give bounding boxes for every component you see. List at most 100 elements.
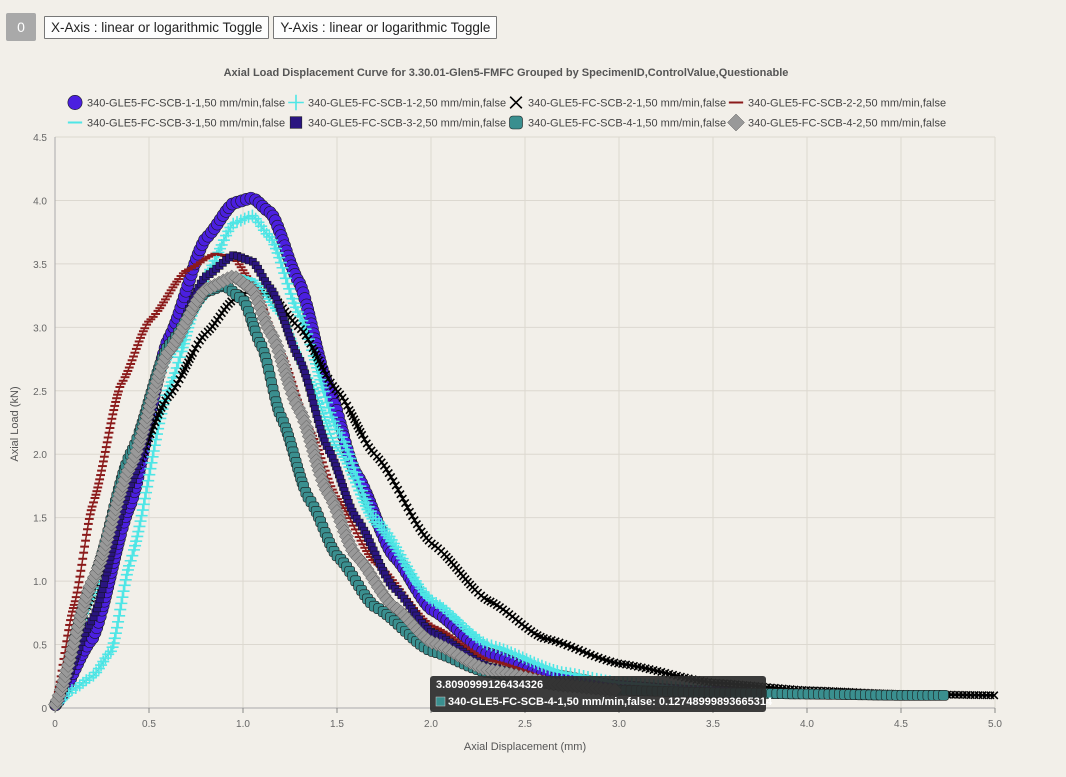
data-point: [146, 450, 159, 463]
legend-item[interactable]: 340-GLE5-FC-SCB-1-2,50 mm/min,false: [288, 94, 506, 111]
data-point: [301, 331, 310, 340]
tooltip-box: [430, 676, 766, 712]
legend-label: 340-GLE5-FC-SCB-3-1,50 mm/min,false: [87, 118, 285, 130]
data-point: [215, 238, 228, 251]
data-point: [168, 387, 177, 396]
tooltip-series-value: 340-GLE5-FC-SCB-4-1,50 mm/min,false: 0.1…: [448, 696, 773, 708]
data-point: [276, 261, 289, 274]
data-point: [112, 615, 125, 628]
legend-item[interactable]: 340-GLE5-FC-SCB-4-1,50 mm/min,false: [509, 115, 727, 130]
x-axis-toggle-button[interactable]: X-Axis : linear or logarithmic Toggle: [44, 15, 270, 39]
data-point: [410, 516, 419, 525]
series-5: [51, 273, 717, 706]
data-point: [110, 621, 123, 634]
data-point: [142, 474, 155, 487]
legend-item[interactable]: 340-GLE5-FC-SCB-3-2,50 mm/min,false: [289, 116, 506, 130]
x-tick-label: 4.5: [894, 719, 908, 730]
legend-marker: [67, 95, 83, 110]
y-axis-title: Axial Load (kN): [9, 386, 21, 461]
y-axis-toggle-button[interactable]: Y-Axis : linear or logarithmic Toggle: [273, 15, 498, 39]
data-point: [263, 230, 276, 243]
data-point: [175, 375, 184, 384]
data-point: [393, 485, 403, 494]
y-axis-ticks: 0 0.5 1.0 1.5 2.0 2.5 3.0 3.5 4.0 4.5: [33, 133, 47, 715]
data-point: [400, 498, 410, 508]
data-point: [403, 503, 412, 512]
y-tick-label: 1.0: [33, 577, 47, 588]
chart-title: Axial Load Displacement Curve for 3.30.0…: [224, 67, 789, 79]
x-tick-label: 0: [52, 719, 58, 730]
toolbar: 0 X-Axis : linear or logarithmic Toggle …: [6, 13, 501, 41]
data-point: [320, 396, 333, 409]
data-point: [131, 530, 144, 543]
data-point: [109, 627, 122, 640]
data-point: [147, 445, 160, 457]
x-tick-label: 2.0: [424, 719, 438, 730]
data-point: [260, 227, 273, 240]
x-tick-label: 4.0: [800, 719, 814, 730]
tooltip-x-value: 3.8090999126434326: [436, 679, 543, 691]
data-point: [384, 468, 393, 478]
data-point: [116, 591, 129, 604]
data-point: [396, 490, 405, 499]
x-tick-label: 3.5: [706, 719, 720, 730]
data-point: [408, 511, 417, 521]
data-point: [144, 462, 157, 475]
series-line: [54, 273, 713, 706]
y-tick-label: 3.5: [33, 260, 47, 271]
data-point: [360, 435, 369, 444]
legend-item[interactable]: 340-GLE5-FC-SCB-2-2,50 mm/min,false: [728, 98, 946, 110]
data-point: [321, 370, 331, 379]
legend-item[interactable]: 340-GLE5-FC-SCB-3-1,50 mm/min,false: [67, 118, 285, 130]
legend-item[interactable]: 340-GLE5-FC-SCB-1-1,50 mm/min,false: [67, 95, 285, 110]
data-point: [193, 340, 202, 349]
data-point: [115, 597, 128, 610]
count-badge: 0: [6, 13, 36, 41]
data-point: [102, 648, 115, 661]
legend-label: 340-GLE5-FC-SCB-1-1,50 mm/min,false: [87, 98, 285, 110]
data-point: [137, 498, 150, 511]
data-point: [123, 559, 136, 572]
data-point: [319, 365, 328, 375]
data-point: [135, 509, 148, 522]
legend-item[interactable]: 340-GLE5-FC-SCB-2-1,50 mm/min,false: [509, 96, 726, 110]
x-tick-label: 5.0: [988, 719, 1002, 730]
y-tick-label: 2.0: [33, 450, 47, 461]
x-tick-label: 1.5: [330, 719, 344, 730]
data-point: [357, 430, 367, 440]
legend-marker: [288, 94, 304, 111]
data-point: [108, 632, 121, 645]
legend-label: 340-GLE5-FC-SCB-1-2,50 mm/min,false: [308, 98, 506, 110]
y-tick-label: 3.0: [33, 323, 47, 334]
legend-label: 340-GLE5-FC-SCB-4-2,50 mm/min,false: [748, 118, 946, 130]
data-point: [391, 481, 400, 490]
legend-item[interactable]: 340-GLE5-FC-SCB-4-2,50 mm/min,false: [727, 113, 947, 132]
data-point: [134, 515, 147, 528]
data-point: [145, 456, 158, 469]
data-point: [278, 267, 291, 280]
data-point: [303, 335, 313, 344]
data-point: [132, 525, 145, 538]
x-tick-label: 1.0: [236, 719, 250, 730]
data-point: [173, 379, 182, 388]
data-point: [274, 256, 287, 269]
legend-marker: [289, 116, 303, 129]
y-tick-label: 0: [41, 704, 47, 715]
data-point: [405, 507, 415, 516]
data-point: [117, 585, 130, 598]
legend-label: 340-GLE5-FC-SCB-4-1,50 mm/min,false: [528, 118, 726, 130]
data-point: [398, 494, 407, 503]
data-point: [389, 477, 398, 486]
grid: [54, 136, 996, 709]
y-tick-label: 4.0: [33, 196, 47, 207]
y-tick-label: 2.5: [33, 387, 47, 398]
data-point: [382, 465, 391, 474]
x-axis-title: Axial Displacement (mm): [464, 741, 586, 753]
data-point: [343, 401, 352, 410]
data-point: [150, 428, 163, 441]
legend: 340-GLE5-FC-SCB-1-1,50 mm/min,false 340-G…: [67, 94, 947, 132]
data-point: [136, 504, 149, 517]
data-point: [340, 397, 349, 406]
legend-label: 340-GLE5-FC-SCB-2-1,50 mm/min,false: [528, 98, 726, 110]
x-tick-label: 0.5: [142, 719, 156, 730]
